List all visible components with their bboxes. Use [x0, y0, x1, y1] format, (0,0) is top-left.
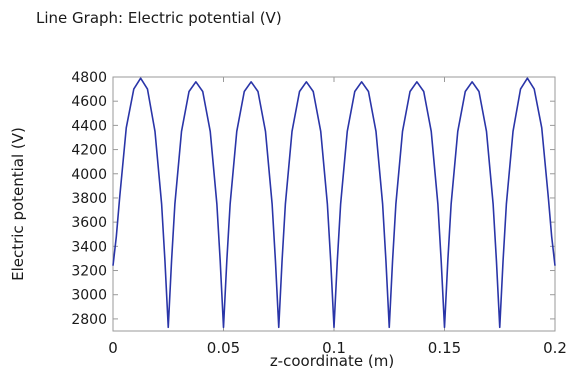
plot-frame [112, 76, 556, 332]
x-tick-label: 0 [108, 339, 118, 357]
y-axis: 2800 3000 3200 3400 3600 3800 4000 4200 4400 4600… [71, 70, 555, 328]
x-tick-label: 0.1 [322, 339, 346, 357]
data-line [112, 77, 556, 329]
x-axis: 0 0.05 0.1 0.15 0.2 [108, 77, 567, 357]
y-tick-label: 4800 [71, 70, 107, 86]
x-axis-label: z-coordinate (m) [270, 352, 394, 370]
y-tick-label: 3000 [71, 288, 107, 304]
x-tick-label: 0.05 [207, 339, 240, 357]
y-tick-label: 3600 [71, 215, 107, 231]
y-tick-label: 2800 [71, 312, 107, 328]
y-tick-label: 3400 [71, 239, 107, 255]
y-axis-label: Electric potential (V) [9, 127, 27, 281]
chart-title: Line Graph: Electric potential (V) [36, 9, 282, 27]
x-tick-label: 0.2 [543, 339, 567, 357]
y-tick-label: 4400 [71, 118, 107, 134]
y-tick-label: 3800 [71, 191, 107, 207]
plot-area: 2800 3000 3200 3400 3600 3800 4000 4200 4400 4600… [71, 70, 567, 357]
x-tick-label: 0.15 [428, 339, 461, 357]
y-tick-label: 4000 [71, 167, 107, 183]
y-tick-label: 3200 [71, 264, 107, 280]
y-tick-label: 4200 [71, 143, 107, 159]
y-tick-label: 4600 [71, 94, 107, 110]
